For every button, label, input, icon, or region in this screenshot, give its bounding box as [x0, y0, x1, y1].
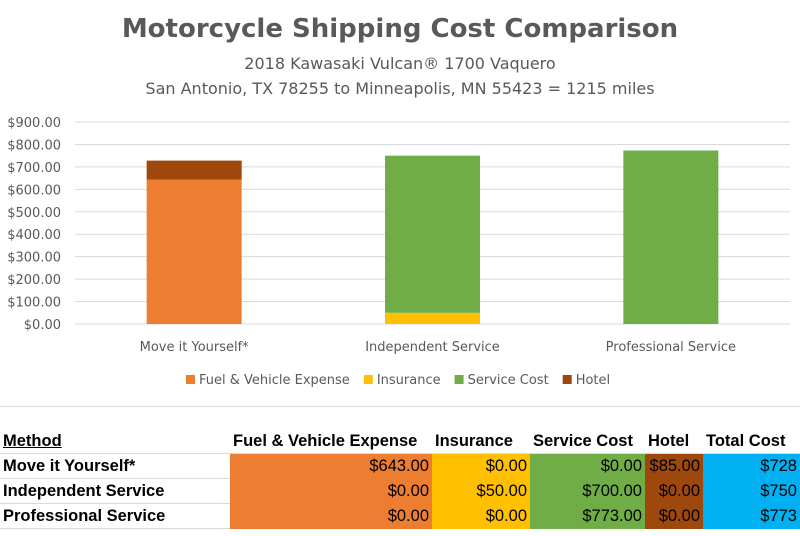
- table-header-row: Method Fuel & Vehicle Expense Insurance Ser…: [0, 429, 800, 454]
- cost-table: Method Fuel & Vehicle Expense Insurance Ser…: [0, 429, 800, 529]
- value-cell: $750: [703, 478, 800, 504]
- value-cell: $0.00: [230, 503, 432, 529]
- value-cell: $50.00: [432, 478, 530, 504]
- column-header: Service Cost: [530, 429, 645, 454]
- value-cell: $0.00: [432, 453, 530, 479]
- value-cell: $0.00: [645, 503, 703, 529]
- legend-swatch: [363, 375, 373, 384]
- column-header: Total Cost: [703, 429, 800, 454]
- y-tick-label: $700.00: [7, 161, 61, 176]
- bar-segment: [385, 155, 480, 313]
- y-tick-label: $900.00: [7, 116, 61, 131]
- table-row: Professional Service $0.00 $0.00 $773.00 $0.…: [0, 503, 800, 529]
- value-cell: $0.00: [432, 503, 530, 529]
- value-cell: $728: [703, 453, 800, 479]
- table-row: Independent Service $0.00 $50.00 $700.00 $0.…: [0, 478, 800, 504]
- value-cell: $0.00: [230, 478, 432, 504]
- chart-title: Motorcycle Shipping Cost Comparison: [121, 14, 679, 44]
- value-cell: $0.00: [645, 478, 703, 504]
- method-cell: Move it Yourself*: [0, 453, 230, 479]
- y-tick-label: $400.00: [7, 228, 61, 243]
- table-row: Move it Yourself* $643.00 $0.00 $0.00 $85.00…: [0, 453, 800, 479]
- legend-swatch: [562, 375, 572, 384]
- column-header: Insurance: [432, 429, 530, 454]
- legend-label: Insurance: [377, 373, 441, 388]
- method-cell: Independent Service: [0, 478, 230, 504]
- column-header: Method: [0, 429, 230, 454]
- y-tick-label: $600.00: [7, 183, 61, 198]
- x-category-label: Professional Service: [606, 340, 736, 355]
- method-cell: Professional Service: [0, 503, 230, 529]
- y-tick-label: $200.00: [7, 273, 61, 288]
- value-cell: $700.00: [530, 478, 645, 504]
- bar-segment: [146, 179, 242, 324]
- y-tick-label: $100.00: [7, 296, 61, 311]
- legend-swatch: [186, 375, 195, 384]
- legend-label: Service Cost: [468, 373, 549, 388]
- y-tick-label: $800.00: [7, 138, 61, 153]
- chart-subtitle-route: San Antonio, TX 78255 to Minneapolis, MN…: [145, 79, 655, 98]
- column-header: Fuel & Vehicle Expense: [230, 429, 432, 454]
- bar-segment: [146, 160, 242, 180]
- value-cell: $85.00: [645, 453, 703, 479]
- bar-segment: [385, 312, 480, 324]
- y-tick-label: $300.00: [7, 251, 61, 266]
- stacked-bar-chart: $0.00 $100.00 $200.00 $300.00 $400.00 $500.00…: [7, 116, 790, 388]
- divider: [0, 406, 800, 407]
- legend-label: Hotel: [576, 373, 610, 388]
- bar-segment: [623, 150, 719, 324]
- column-header: Hotel: [645, 429, 703, 454]
- x-category-label: Independent Service: [365, 340, 500, 355]
- value-cell: $773: [703, 503, 800, 529]
- legend-label: Fuel & Vehicle Expense: [199, 373, 350, 388]
- chart-subtitle-vehicle: 2018 Kawasaki Vulcan® 1700 Vaquero: [244, 54, 556, 73]
- value-cell: $0.00: [530, 453, 645, 479]
- y-tick-label: $500.00: [7, 206, 61, 221]
- legend-swatch: [454, 375, 464, 384]
- y-tick-label: $0.00: [24, 318, 61, 333]
- x-category-label: Move it Yourself*: [140, 340, 250, 355]
- value-cell: $643.00: [230, 453, 432, 479]
- value-cell: $773.00: [530, 503, 645, 529]
